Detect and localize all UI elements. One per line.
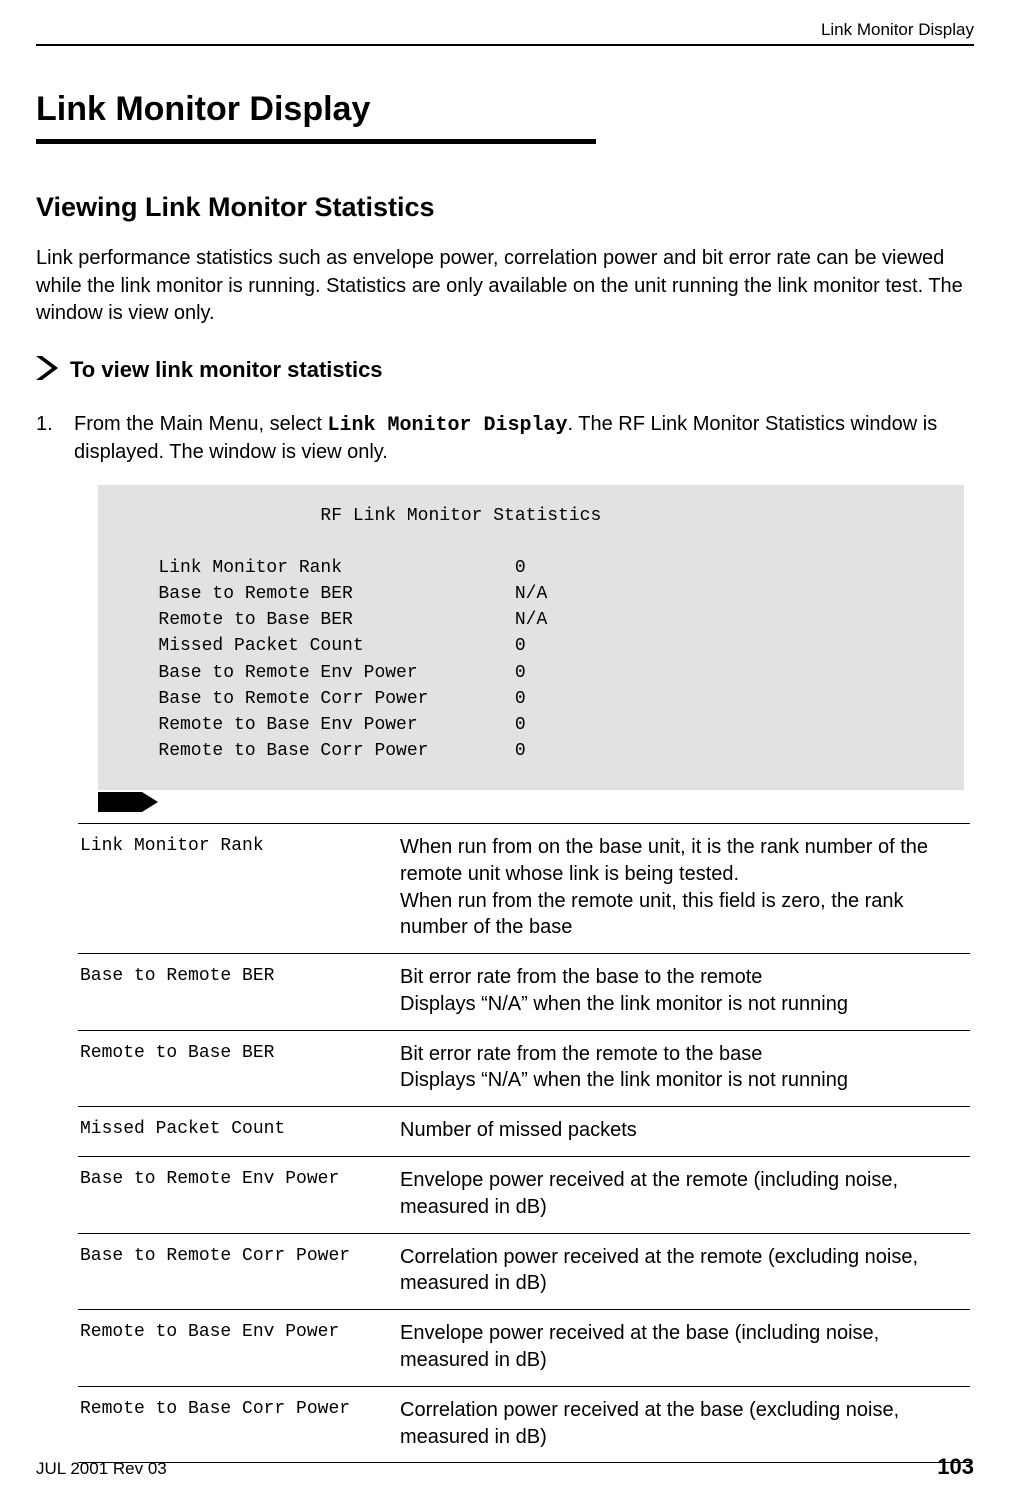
definition-description: Bit error rate from the base to the remo…: [400, 964, 970, 1018]
step-1: 1. From the Main Menu, select Link Monit…: [36, 411, 974, 467]
intro-paragraph: Link performance statistics such as enve…: [36, 245, 974, 328]
definition-row: Remote to Base BERBit error rate from th…: [78, 1031, 970, 1108]
definition-term: Base to Remote Corr Power: [78, 1244, 400, 1298]
definition-term: Remote to Base Env Power: [78, 1320, 400, 1374]
definition-row: Missed Packet CountNumber of missed pack…: [78, 1107, 970, 1157]
definition-description: Envelope power received at the remote (i…: [400, 1167, 970, 1221]
definition-term: Base to Remote BER: [78, 964, 400, 1018]
definition-term: Link Monitor Rank: [78, 834, 400, 941]
definition-term: Remote to Base BER: [78, 1041, 400, 1095]
section-subtitle: Viewing Link Monitor Statistics: [36, 192, 974, 223]
definition-term: Base to Remote Env Power: [78, 1167, 400, 1221]
definition-description: When run from on the base unit, it is th…: [400, 834, 970, 941]
definition-row: Link Monitor RankWhen run from on the ba…: [78, 824, 970, 954]
definition-row: Remote to Base Corr PowerCorrelation pow…: [78, 1387, 970, 1464]
terminal-content: RF Link Monitor Statistics Link Monitor …: [98, 485, 964, 790]
section-title: Link Monitor Display: [36, 90, 974, 129]
arrow-right-icon: [36, 356, 58, 385]
footer: JUL 2001 Rev 03 103: [36, 1454, 974, 1480]
step-command: Link Monitor Display: [327, 414, 567, 437]
definition-row: Base to Remote BERBit error rate from th…: [78, 954, 970, 1031]
procedure-title: To view link monitor statistics: [70, 357, 383, 383]
definition-description: Envelope power received at the base (inc…: [400, 1320, 970, 1374]
definition-description: Correlation power received at the base (…: [400, 1397, 970, 1451]
definition-description: Number of missed packets: [400, 1117, 970, 1144]
step-number: 1.: [36, 411, 56, 467]
title-rule: [36, 139, 596, 144]
procedure-heading: To view link monitor statistics: [36, 356, 974, 385]
definition-description: Bit error rate from the remote to the ba…: [400, 1041, 970, 1095]
definition-row: Remote to Base Env PowerEnvelope power r…: [78, 1310, 970, 1387]
definition-term: Remote to Base Corr Power: [78, 1397, 400, 1451]
footer-date-rev: JUL 2001 Rev 03: [36, 1459, 167, 1479]
footer-page-number: 103: [937, 1454, 974, 1480]
page: Link Monitor Display Link Monitor Displa…: [0, 0, 1014, 1500]
running-head: Link Monitor Display: [36, 20, 974, 40]
definition-row: Base to Remote Env PowerEnvelope power r…: [78, 1157, 970, 1234]
top-rule: [36, 44, 974, 46]
definitions-table: Link Monitor RankWhen run from on the ba…: [78, 823, 970, 1464]
arrow-end-icon: [98, 792, 974, 817]
terminal-window: RF Link Monitor Statistics Link Monitor …: [98, 485, 964, 790]
definition-description: Correlation power received at the remote…: [400, 1244, 970, 1298]
step-text: From the Main Menu, select Link Monitor …: [74, 411, 974, 467]
definition-row: Base to Remote Corr PowerCorrelation pow…: [78, 1234, 970, 1311]
definition-term: Missed Packet Count: [78, 1117, 400, 1144]
step-pre: From the Main Menu, select: [74, 413, 327, 435]
